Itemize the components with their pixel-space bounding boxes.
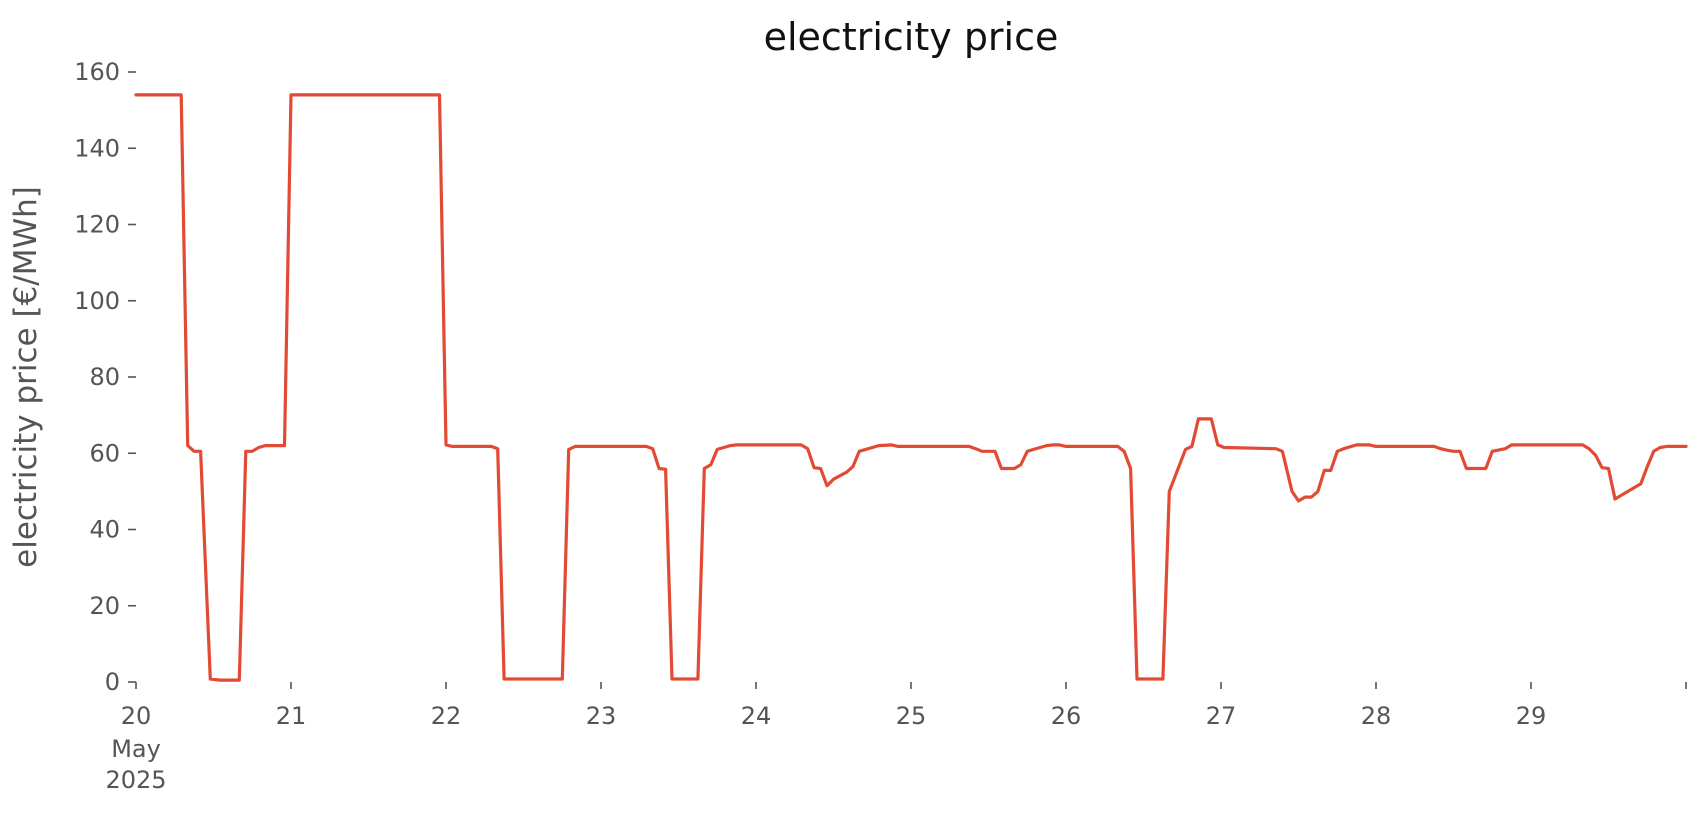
x-tick-label: 24 (741, 702, 772, 730)
y-axis-label: electricity price [€/MWh] (8, 186, 44, 568)
x-tick-label: 29 (1516, 702, 1547, 730)
series-group (134, 93, 1688, 682)
x-tick-label: 27 (1206, 702, 1237, 730)
x-tick-label: 23 (586, 702, 617, 730)
x-tick-label: 20 (121, 702, 152, 730)
x-tick-year-label: 2025 (105, 766, 166, 794)
y-tick-label: 160 (74, 58, 120, 86)
y-tick-label: 80 (89, 363, 120, 391)
y-tick-label: 120 (74, 211, 120, 239)
y-tick-label: 60 (89, 439, 120, 467)
x-axis-ticks: 20 May 2025 21 22 23 24 25 26 27 28 29 (105, 682, 1687, 794)
x-tick-label: 21 (276, 702, 307, 730)
y-tick-label: 100 (74, 287, 120, 315)
x-tick-label: 28 (1361, 702, 1392, 730)
x-tick-label: 26 (1051, 702, 1082, 730)
y-axis-ticks: 0 20 40 60 80 100 120 140 160 (74, 58, 136, 696)
chart-title: electricity price (764, 15, 1059, 59)
x-tick-label: 25 (896, 702, 927, 730)
y-tick-label: 40 (89, 516, 120, 544)
series-line (134, 93, 1688, 682)
y-tick-label: 20 (89, 592, 120, 620)
y-tick-label: 140 (74, 134, 120, 162)
x-tick-month-label: May (111, 735, 161, 763)
y-tick-label: 0 (105, 668, 120, 696)
x-tick-label: 22 (431, 702, 462, 730)
